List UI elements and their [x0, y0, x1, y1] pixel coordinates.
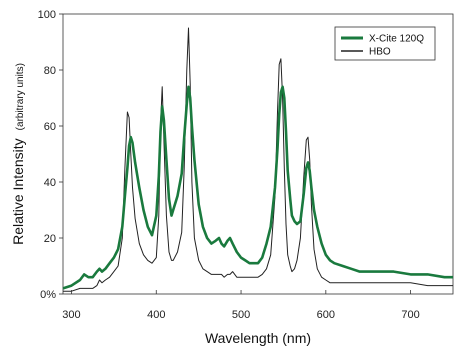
legend: X-Cite 120Q HBO [334, 26, 436, 61]
x-tick-label: 300 [62, 309, 80, 321]
x-axis: 300 400 500 600 700 [62, 290, 420, 321]
x-axis-title: Wavelength (nm) [205, 330, 311, 346]
series-line-xcite-120q [62, 85, 453, 290]
y-tick-label: 100 [38, 9, 56, 21]
y-axis-title-units: (arbitrary units) [15, 63, 26, 130]
y-tick-label: 80 [44, 65, 56, 77]
y-tick-label: 0% [40, 289, 56, 301]
y-tick-label: 20 [44, 233, 56, 245]
series-layer [62, 27, 453, 292]
x-tick-label: 400 [147, 309, 165, 321]
y-tick-label: 40 [44, 177, 56, 189]
x-tick-label: 600 [317, 309, 335, 321]
x-tick-label: 500 [232, 309, 250, 321]
legend-label-xcite: X-Cite 120Q [369, 34, 424, 45]
plot-frame [62, 13, 454, 295]
y-axis-title-main: Relative Intensity [10, 138, 26, 245]
y-axis: 0% 20 40 60 80 100 [38, 9, 63, 301]
legend-box [334, 26, 436, 61]
legend-label-hbo: HBO [369, 47, 391, 58]
y-tick-label: 60 [44, 121, 56, 133]
series-line-hbo [63, 27, 453, 292]
plot-area [62, 13, 454, 295]
x-tick-label: 700 [401, 309, 419, 321]
y-axis-title: Relative Intensity (arbitrary units) [10, 63, 27, 245]
